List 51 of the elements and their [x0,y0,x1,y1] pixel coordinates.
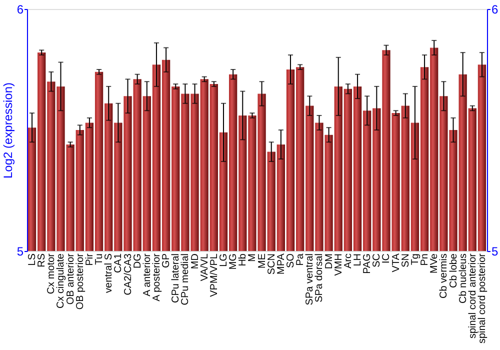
y-axis-title: Log2 (expression) [0,82,15,179]
x-tick-label: Cb nucleus [458,254,469,304]
x-tick-label: Pn [420,254,431,266]
x-tick-label: Arc [342,254,354,268]
x-tick-label: MVe [429,253,440,274]
x-tick-label: GP [161,253,172,268]
x-tick-label: RS [36,253,48,268]
x-tick-label: SO [286,253,297,268]
y2-tick-label: 6 [492,2,498,16]
x-tick-label: VPM/VPL [208,253,220,297]
x-tick-label: CA2/CA3 [122,253,134,296]
x-tick-label: VA/VL [199,253,210,282]
x-tick-label: Cx motor [46,252,58,294]
x-tick-label: MPA [276,253,287,274]
x-tick-label: Hb [238,253,249,266]
x-tick-label: VTA [390,253,402,272]
x-tick-label: Tu [94,254,106,265]
x-tick-label: SPa dorsal [314,254,326,302]
x-tick-label: LS [27,253,38,266]
x-tick-label: M [247,254,258,262]
x-tick-label: OB posterior [74,252,86,310]
x-tick-label: LG [218,253,230,267]
x-tick-label: A posterior [151,252,162,302]
x-tick-label: Pa [295,253,306,266]
x-tick-label: CPu medial [180,254,192,306]
x-tick-label: Cx cingulate [56,253,67,309]
x-tick-label: LH [352,254,364,266]
x-tick-label: SCN [266,254,278,275]
x-tick-label: ME [256,253,268,268]
x-tick-label: SPa ventral [304,254,316,306]
x-tick-label: spinal cord posterior [476,252,488,344]
x-tick-label: PAG [362,253,374,274]
x-tick-label: MG [228,253,240,270]
x-tick-label: A anterior [142,252,153,296]
x-tick-label: CA1 [113,253,124,273]
x-tick-label: SC [372,254,383,268]
x-tick-label: DM [324,254,335,270]
x-tick-label: Cb lobe [448,253,460,288]
x-tick-label: CPu lateral [170,254,182,303]
x-tick-label: MD [190,254,201,270]
x-tick-label: Tg [410,254,421,266]
y2-tick-label: 5 [492,244,498,258]
x-tick-label: ventral S [104,253,115,293]
x-tick-label: SN [400,254,412,268]
x-tick-label: DG [132,253,144,268]
x-tick-label: VMH [333,254,344,276]
x-tick-label: OB anterior [65,252,76,305]
x-tick-label: Pir [84,252,96,266]
x-tick-label: Cb vermis [438,254,450,299]
x-tick-label: spinal cord anterior [467,252,478,339]
x-tick-label: IC [381,254,392,264]
